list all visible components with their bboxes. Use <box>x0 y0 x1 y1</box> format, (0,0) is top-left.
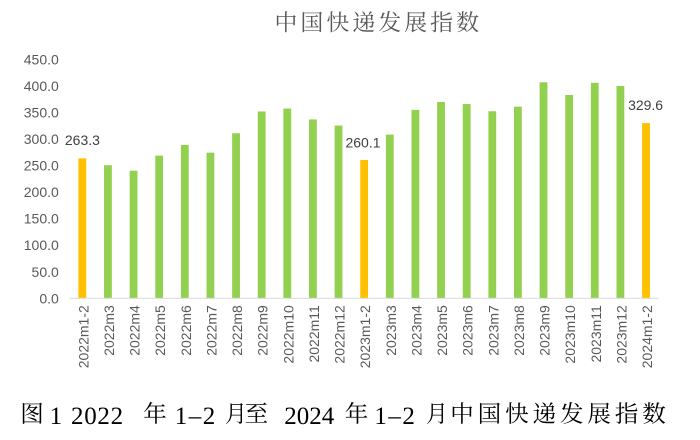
svg-text:2022: 2022 <box>71 403 124 430</box>
svg-text:2023m9: 2023m9 <box>537 305 553 356</box>
svg-text:1–2: 1–2 <box>374 403 416 430</box>
svg-text:2022m12: 2022m12 <box>332 305 348 364</box>
svg-text:2022m6: 2022m6 <box>178 305 194 356</box>
svg-text:300.0: 300.0 <box>24 131 59 147</box>
svg-text:2023m11: 2023m11 <box>588 305 604 363</box>
svg-text:260.1: 260.1 <box>345 134 380 150</box>
svg-text:50.0: 50.0 <box>32 264 59 280</box>
svg-text:2023m10: 2023m10 <box>562 305 578 364</box>
svg-text:0.0: 0.0 <box>39 290 59 306</box>
svg-text:2023m4: 2023m4 <box>408 305 424 356</box>
svg-text:2022m5: 2022m5 <box>152 305 168 356</box>
svg-text:2022m3: 2022m3 <box>101 305 117 356</box>
svg-text:2022m11: 2022m11 <box>306 305 322 363</box>
svg-text:1: 1 <box>50 403 63 430</box>
svg-text:350.0: 350.0 <box>24 104 59 120</box>
svg-text:2022m9: 2022m9 <box>255 305 271 356</box>
svg-text:2023m5: 2023m5 <box>434 305 450 356</box>
svg-text:2023m3: 2023m3 <box>383 305 399 356</box>
svg-text:200.0: 200.0 <box>24 184 59 200</box>
svg-text:2023m6: 2023m6 <box>460 305 476 356</box>
svg-text:2023m1-2: 2023m1-2 <box>357 305 373 368</box>
svg-text:250.0: 250.0 <box>24 158 59 174</box>
svg-text:1–2: 1–2 <box>175 403 217 430</box>
svg-text:2022m4: 2022m4 <box>127 305 143 356</box>
svg-text:2022m10: 2022m10 <box>280 305 296 364</box>
svg-text:2023m8: 2023m8 <box>511 305 527 356</box>
svg-text:263.3: 263.3 <box>65 132 100 148</box>
svg-text:2024m1-2: 2024m1-2 <box>639 305 655 368</box>
svg-text:2022m8: 2022m8 <box>229 305 245 356</box>
svg-text:2024: 2024 <box>284 403 335 430</box>
svg-text:2023m7: 2023m7 <box>485 305 501 356</box>
svg-text:450.0: 450.0 <box>24 51 59 67</box>
svg-text:329.6: 329.6 <box>628 97 663 113</box>
svg-text:2022m7: 2022m7 <box>203 305 219 356</box>
svg-text:400.0: 400.0 <box>24 78 59 94</box>
svg-text:100.0: 100.0 <box>24 237 59 253</box>
svg-text:2022m1-2: 2022m1-2 <box>75 305 91 368</box>
svg-text:150.0: 150.0 <box>24 211 59 227</box>
svg-text:2023m12: 2023m12 <box>613 305 629 364</box>
